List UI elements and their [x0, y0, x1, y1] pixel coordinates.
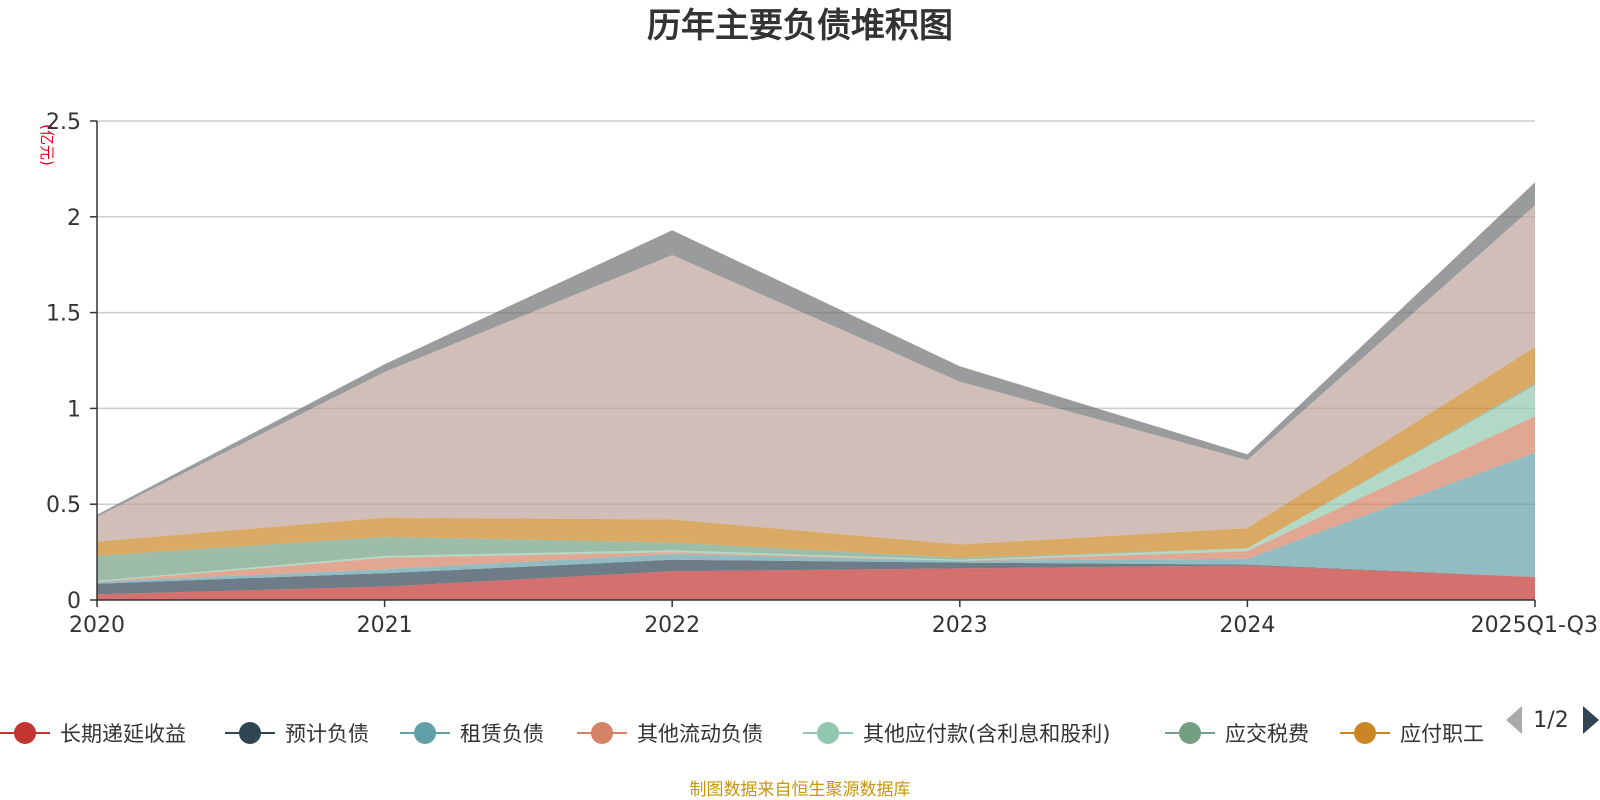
- legend-marker-icon: [414, 722, 436, 744]
- x-tick-label: 2025Q1-Q3: [1471, 613, 1598, 638]
- legend-label: 预计负债: [285, 722, 369, 746]
- area-series-2: [97, 559, 1535, 595]
- legend-item[interactable]: 长期递延收益: [0, 722, 186, 746]
- legend-item[interactable]: 其他应付款(含利息和股利): [803, 722, 1110, 746]
- legend-item[interactable]: 租赁负债: [400, 722, 544, 746]
- legend-label: 应交税费: [1225, 722, 1309, 746]
- legend-marker-icon: [1179, 722, 1201, 744]
- area-series: [97, 182, 1535, 600]
- legend-marker-icon: [14, 722, 36, 744]
- legend-page-indicator: 1/2: [1533, 708, 1568, 733]
- y-axis-labels: 0 0.5 1 1.5 2 2.5: [46, 110, 81, 614]
- area-series-6: [97, 383, 1535, 581]
- y-tick-label: 1: [67, 397, 81, 422]
- area-series-8: [97, 205, 1535, 545]
- y-axis-unit: (亿元): [38, 124, 56, 166]
- legend-item[interactable]: 其他流动负债: [577, 722, 763, 746]
- legend-item[interactable]: 预计负债: [225, 722, 369, 746]
- x-tick-label: 2021: [357, 613, 413, 638]
- x-tick-label: 2024: [1219, 613, 1275, 638]
- x-tick-label: 2022: [644, 613, 700, 638]
- x-tick-label: 2020: [69, 613, 125, 638]
- area-series-9: [97, 182, 1535, 517]
- legend-label: 其他应付款(含利息和股利): [863, 722, 1110, 746]
- x-tick-label: 2023: [932, 613, 988, 638]
- y-tick-label: 2.5: [46, 110, 81, 135]
- x-axis-labels: 2020 2021 2022 2023 2024 2025Q1-Q3: [69, 613, 1598, 638]
- legend-marker-icon: [817, 722, 839, 744]
- area-series-7: [97, 347, 1535, 558]
- y-tick-label: 1.5: [46, 302, 81, 327]
- y-tick-label: 0: [67, 589, 81, 614]
- y-tick-label: 2: [67, 206, 81, 231]
- legend-next-page-icon[interactable]: [1583, 706, 1599, 734]
- axes: [90, 120, 1536, 607]
- legend-label: 其他流动负债: [637, 722, 763, 746]
- legend-marker-icon: [239, 722, 261, 744]
- legend-label: 应付职工: [1400, 722, 1484, 746]
- legend-label: 租赁负债: [460, 722, 544, 746]
- legend-marker-icon: [1354, 722, 1376, 744]
- legend-prev-page-icon[interactable]: [1506, 706, 1522, 734]
- legend-item[interactable]: 应交税费: [1165, 722, 1309, 746]
- legend-pager: 1/2: [1506, 706, 1599, 734]
- source-note: 制图数据来自恒生聚源数据库: [690, 780, 911, 800]
- legend-marker-icon: [591, 722, 613, 744]
- y-tick-label: 0.5: [46, 493, 81, 518]
- legend-item[interactable]: 应付职工: [1340, 722, 1484, 746]
- legend: 长期递延收益 预计负债 租赁负债 其他流动负债 其他应付款(含利息和股利) 应交税费 应付职…: [0, 722, 1484, 746]
- area-series-1: [97, 565, 1535, 600]
- area-series-3: [97, 452, 1535, 584]
- chart-title: 历年主要负债堆积图: [647, 6, 953, 46]
- legend-label: 长期递延收益: [60, 722, 186, 746]
